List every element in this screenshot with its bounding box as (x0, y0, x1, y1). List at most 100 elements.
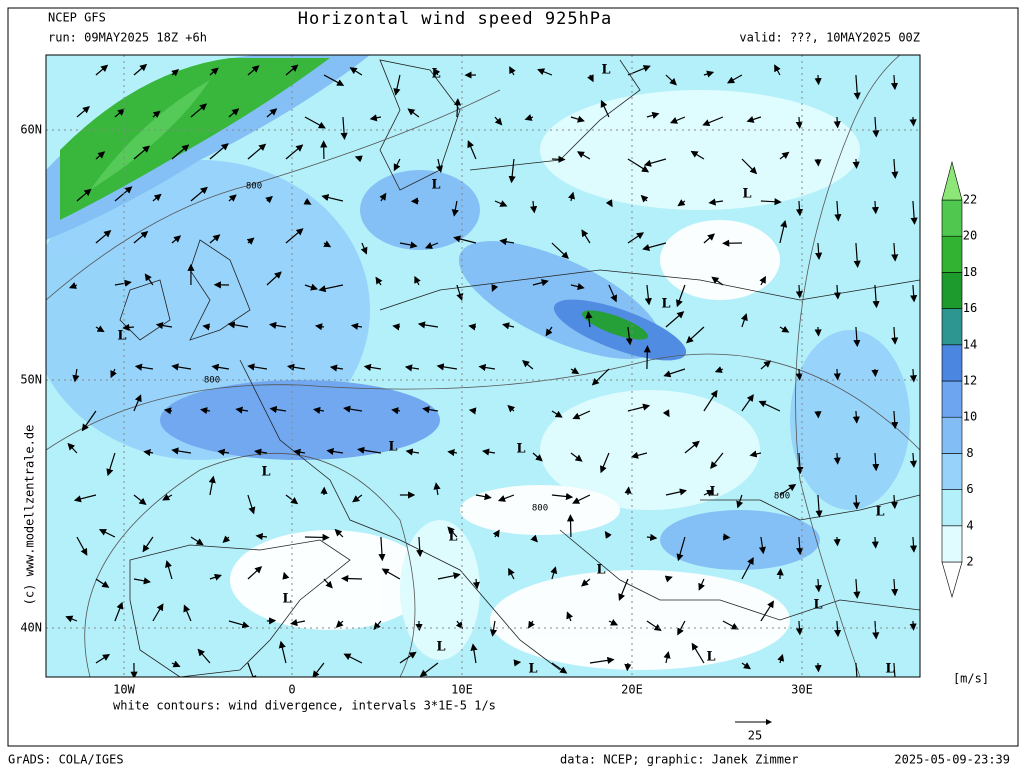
wind-vector (197, 648, 211, 664)
wind-vector (65, 615, 78, 623)
wind-vector (106, 452, 116, 477)
wind-vector (393, 158, 401, 172)
wind-vector (268, 321, 287, 329)
reference-label: 25 (748, 729, 762, 743)
wind-vector (447, 526, 458, 538)
wind-vector (853, 74, 861, 100)
wind-vectors (65, 63, 933, 677)
wind-vector (643, 158, 667, 167)
wind-vector (572, 410, 591, 420)
wind-vector (265, 195, 273, 204)
wind-vector (581, 229, 591, 244)
wind-vector (352, 494, 363, 503)
wind-vector (630, 451, 648, 459)
wind-vector (76, 188, 92, 202)
wind-vector (551, 492, 574, 501)
low-marker: L (661, 297, 670, 312)
wind-vector (855, 662, 858, 677)
wind-vector (323, 578, 333, 589)
wind-vector (405, 448, 420, 456)
wind-vector (255, 532, 268, 541)
wind-vector (321, 194, 344, 202)
wind-vector (758, 536, 766, 555)
wind-vector (303, 198, 312, 205)
wind-vector (872, 620, 880, 640)
legend-label: 14 (963, 337, 977, 351)
wind-vector (373, 620, 382, 631)
wind-vector (133, 494, 147, 506)
wind-vector (581, 578, 591, 587)
wind-vector (691, 642, 705, 664)
wind-vector (890, 494, 899, 510)
lat-label: 50N (20, 373, 42, 387)
wind-vector (711, 276, 724, 286)
lon-label: 10E (451, 683, 473, 697)
wind-vector (551, 242, 569, 260)
wind-vector (710, 452, 724, 470)
wind-vector (776, 568, 784, 580)
wind-vector (760, 198, 782, 206)
frame (7, 7, 1019, 747)
wind-vector (663, 651, 671, 664)
legend-label: 10 (963, 410, 977, 424)
copyright: (c) www.modellzentrale.de (23, 425, 37, 606)
wind-vector (114, 186, 133, 202)
wind-vector (209, 234, 221, 244)
wind-vector (814, 74, 822, 86)
wind-vector (532, 279, 549, 287)
contour-label: 800 (774, 492, 790, 502)
wind-vector (433, 67, 441, 76)
wind-vector (677, 620, 686, 636)
low-marker: L (388, 440, 397, 455)
wind-vector (285, 228, 304, 244)
low-marker: L (282, 592, 291, 607)
wind-vector (570, 367, 580, 375)
wind-vector (414, 275, 421, 286)
wind-vector (391, 407, 401, 415)
wind-vector (741, 662, 751, 670)
wind-vector (323, 240, 332, 248)
legend-cap-high (941, 160, 963, 201)
lon-label: 30E (791, 683, 813, 697)
wind-vector (200, 407, 211, 415)
wind-vector (343, 405, 363, 413)
wind-vector (134, 363, 154, 371)
wind-vector (155, 321, 173, 330)
wind-vector (122, 323, 134, 332)
wind-vector (171, 69, 180, 77)
legend-label: 6 (966, 482, 973, 496)
wind-vector (190, 103, 208, 118)
wind-vector (779, 484, 797, 496)
wind-vector (285, 64, 299, 76)
wind-vector (566, 611, 574, 622)
wind-vector (910, 200, 918, 225)
credit: data: NCEP; graphic: Janek Zimmer (560, 753, 798, 767)
wind-vector (247, 65, 260, 76)
wind-vector (293, 448, 306, 456)
wind-vector (932, 411, 933, 418)
legend-label: 16 (963, 301, 977, 315)
low-marker: L (516, 442, 525, 457)
wind-vector (451, 200, 459, 217)
legend-label: 20 (963, 229, 977, 243)
wind-vector (600, 99, 610, 118)
wind-vector (871, 536, 879, 549)
wind-vector (646, 111, 660, 119)
wind-vector (424, 242, 439, 249)
wind-vector (133, 394, 142, 412)
wind-vector (247, 662, 257, 677)
wind-vector (853, 242, 861, 268)
wind-vector (95, 64, 109, 76)
wind-vector (422, 406, 439, 414)
lat-label: 60N (20, 123, 42, 137)
wind-vector (436, 363, 458, 371)
wind-vector (95, 653, 111, 664)
legend-segment (941, 199, 963, 237)
wind-vector (618, 578, 629, 602)
wind-vector (853, 578, 861, 599)
wind-vector (133, 577, 151, 585)
wind-vector (378, 536, 386, 562)
wind-vector (570, 283, 585, 291)
wind-vector (572, 494, 591, 504)
wind-vector (190, 536, 204, 546)
